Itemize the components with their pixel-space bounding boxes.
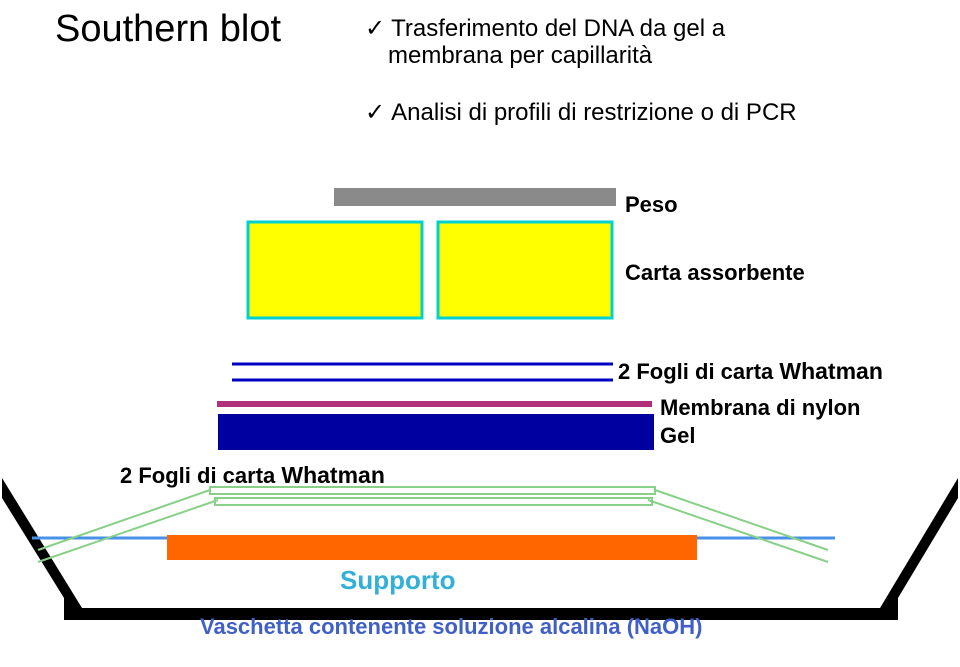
southern-blot-diagram	[0, 0, 960, 667]
whatman-bottom-prefix: 2 Fogli di carta	[120, 463, 281, 488]
whatman-bottom-name: Whatman	[281, 462, 385, 488]
label-membrana: Membrana di nylon	[660, 395, 860, 421]
label-whatman-top: 2 Fogli di carta Whatman	[618, 358, 883, 385]
whatman-top-name: Whatman	[779, 358, 883, 384]
label-gel: Gel	[660, 423, 695, 449]
label-vaschetta: Vaschetta contenente soluzione alcalina …	[200, 614, 702, 640]
label-supporto: Supporto	[340, 565, 456, 596]
label-whatman-bottom: 2 Fogli di carta Whatman	[120, 462, 385, 489]
whatman-top-prefix: 2 Fogli di carta	[618, 359, 779, 384]
label-peso: Peso	[625, 192, 678, 218]
label-carta-assorbente: Carta assorbente	[625, 260, 805, 286]
